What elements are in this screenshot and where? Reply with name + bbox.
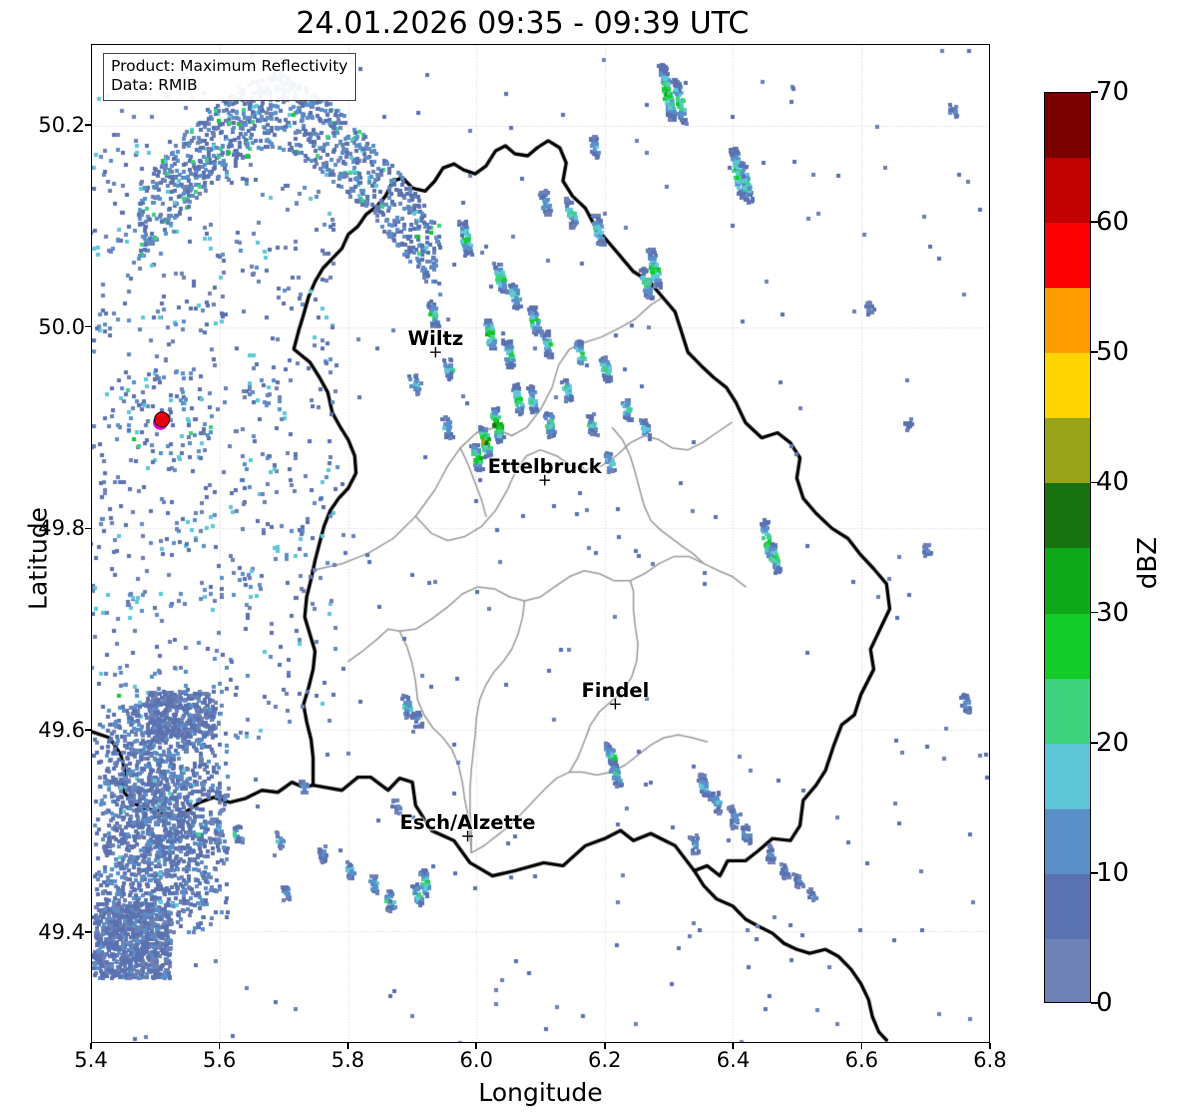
colorbar-tick-label: 20: [1096, 727, 1130, 758]
colorbar-band: [1045, 353, 1090, 419]
x-tick-mark: [860, 1043, 863, 1049]
figure-title: 24.01.2026 09:35 - 09:39 UTC: [295, 6, 750, 41]
colorbar-tick-mark: [1091, 1002, 1098, 1004]
x-tick-mark: [732, 1043, 734, 1049]
y-axis-label: Latitude: [23, 507, 53, 610]
y-tick-mark: [85, 527, 91, 530]
colorbar-band: [1045, 938, 1090, 1002]
colorbar-band: [1045, 743, 1090, 809]
colorbar-tick-label: 0: [1096, 988, 1113, 1018]
colorbar-band: [1045, 483, 1090, 549]
colorbar-tick-mark: [1091, 351, 1098, 354]
colorbar-tick-label: 40: [1096, 467, 1130, 498]
city-marker-findel: +: [608, 694, 623, 715]
product-info-box: Product: Maximum Reflectivity Data: RMIB: [103, 53, 356, 101]
colorbar-band: [1045, 613, 1090, 679]
city-label-esch-alzette: Esch/Alzette: [399, 811, 536, 835]
colorbar-band: [1045, 678, 1090, 744]
x-tick-mark: [347, 1043, 349, 1049]
x-tick-label: 6.8: [973, 1048, 1007, 1072]
colorbar-band: [1045, 808, 1090, 874]
colorbar-tick-label: 30: [1096, 597, 1130, 628]
colorbar-tick-label: 60: [1096, 207, 1130, 238]
city-marker-ettelbruck: +: [537, 470, 552, 491]
y-tick-label: 49.6: [38, 718, 85, 743]
colorbar-tick-mark: [1091, 221, 1098, 223]
city-label-wiltz: Wiltz: [407, 326, 464, 350]
colorbar-tick-mark: [1091, 611, 1098, 614]
colorbar-band: [1045, 288, 1090, 354]
map-plot-area[interactable]: Product: Maximum Reflectivity Data: RMIB…: [91, 44, 990, 1043]
x-tick-label: 5.4: [74, 1048, 108, 1072]
y-tick-mark: [85, 123, 91, 126]
radar-site-marker: [149, 408, 175, 438]
colorbar: [1044, 92, 1091, 1003]
colorbar-label: dBZ: [1133, 536, 1163, 590]
colorbar-tick-label: 10: [1096, 857, 1130, 888]
colorbar-band: [1045, 418, 1090, 484]
city-marker-esch-alzette: +: [460, 826, 475, 847]
y-tick-mark: [85, 729, 91, 731]
city-label-findel: Findel: [581, 678, 650, 702]
y-tick-label: 49.4: [38, 920, 85, 944]
colorbar-tick-mark: [1091, 872, 1098, 874]
y-tick-mark: [85, 325, 91, 328]
y-tick-label: 49.8: [38, 516, 85, 541]
x-tick-mark: [475, 1043, 478, 1049]
colorbar-band: [1045, 548, 1090, 614]
x-tick-mark: [90, 1043, 92, 1049]
y-tick-label: 50.2: [38, 112, 85, 137]
colorbar-tick-mark: [1091, 91, 1098, 93]
x-tick-label: 6.2: [588, 1048, 622, 1072]
colorbar-band: [1045, 93, 1090, 159]
colorbar-tick-mark: [1091, 481, 1098, 484]
legend-product-line: Product: Maximum Reflectivity: [111, 57, 348, 75]
colorbar-tick-label: 70: [1096, 77, 1130, 107]
legend-data-line: Data: RMIB: [111, 76, 198, 95]
city-label-ettelbruck: Ettelbruck: [487, 454, 602, 478]
x-tick-label: 6.4: [716, 1048, 750, 1072]
x-axis-label: Longitude: [478, 1078, 603, 1107]
colorbar-band: [1045, 223, 1090, 289]
city-marker-wiltz: +: [428, 342, 443, 363]
x-tick-mark: [603, 1043, 606, 1049]
colorbar-band: [1045, 158, 1090, 224]
x-tick-label: 6.6: [844, 1048, 879, 1072]
x-tick-label: 5.8: [331, 1048, 365, 1072]
x-tick-label: 5.6: [202, 1048, 237, 1072]
x-tick-label: 6.0: [459, 1048, 493, 1072]
colorbar-band: [1045, 873, 1090, 939]
colorbar-tick-label: 50: [1096, 337, 1130, 368]
y-tick-mark: [85, 931, 91, 933]
radar-reflectivity-canvas: [92, 45, 989, 1042]
x-tick-mark: [989, 1043, 991, 1049]
x-tick-mark: [218, 1043, 221, 1049]
colorbar-tick-mark: [1091, 741, 1098, 744]
y-tick-label: 50.0: [38, 314, 85, 339]
